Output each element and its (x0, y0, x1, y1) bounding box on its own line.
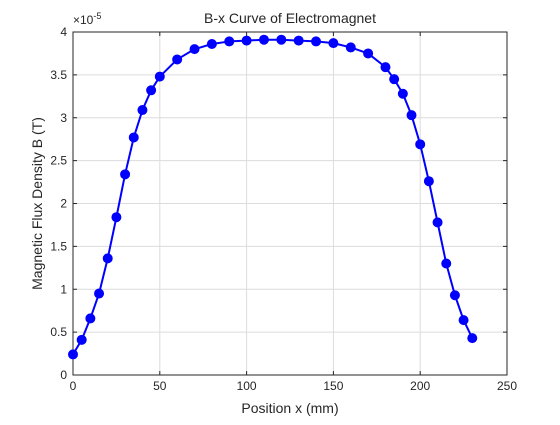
series (68, 34, 478, 360)
data-point (241, 35, 252, 46)
data-point (432, 217, 443, 228)
y-tick-label: 4 (60, 25, 67, 39)
x-axis-label: Position x (mm) (241, 400, 338, 416)
data-point (423, 176, 434, 187)
data-point (172, 54, 183, 65)
data-point (137, 105, 148, 116)
data-point (467, 333, 478, 344)
y-tick-label: 0 (60, 368, 67, 382)
data-point (189, 44, 200, 55)
data-point (406, 110, 417, 121)
y-exponent-power: -5 (93, 11, 101, 21)
x-tick-label: 50 (153, 379, 167, 393)
data-point (111, 212, 122, 223)
data-point (363, 48, 374, 59)
y-tick-label: 2.5 (50, 154, 67, 168)
data-point (68, 349, 78, 360)
data-point (128, 132, 139, 143)
x-tick-label: 200 (410, 379, 430, 393)
x-tick-label: 100 (237, 379, 257, 393)
data-point (120, 169, 131, 180)
y-tick-label: 3.5 (50, 68, 67, 82)
data-point (224, 36, 235, 47)
y-exponent-label: ×10-5 (73, 11, 101, 27)
data-point (441, 258, 452, 269)
x-tick-label: 150 (323, 379, 343, 393)
data-point (449, 290, 460, 301)
y-tick-label: 1.5 (50, 239, 67, 253)
data-point (276, 34, 287, 45)
y-tick-label: 3 (60, 111, 67, 125)
y-tick-label: 2 (60, 197, 67, 211)
data-point (76, 334, 87, 345)
data-point (397, 88, 408, 99)
data-point (311, 36, 322, 47)
y-tick-label: 1 (60, 282, 67, 296)
data-point (102, 253, 113, 264)
y-axis-label: Magnetic Flux Density B (T) (29, 117, 45, 290)
data-point (293, 35, 304, 46)
data-point (389, 74, 400, 85)
data-point (206, 39, 217, 50)
chart-title: B-x Curve of Electromagnet (204, 10, 376, 26)
x-tick-label: 0 (70, 379, 77, 393)
data-point (85, 313, 96, 324)
series-line (72, 38, 474, 355)
data-point (415, 139, 426, 150)
data-point (380, 62, 391, 73)
data-point (94, 288, 105, 299)
y-ticks: 0 0.5 1 1.5 2 2.5 3 3.5 4 (50, 25, 507, 382)
y-tick-label: 0.5 (50, 325, 67, 339)
data-point (154, 71, 165, 82)
data-point (345, 42, 356, 53)
x-tick-label: 250 (497, 379, 517, 393)
data-point (328, 38, 339, 49)
data-point (258, 34, 269, 45)
data-point (458, 315, 469, 326)
y-exponent-base: ×10 (73, 13, 94, 27)
x-ticks: 0 50 100 150 200 250 (70, 32, 517, 393)
data-point (146, 85, 157, 96)
grid (73, 32, 507, 375)
